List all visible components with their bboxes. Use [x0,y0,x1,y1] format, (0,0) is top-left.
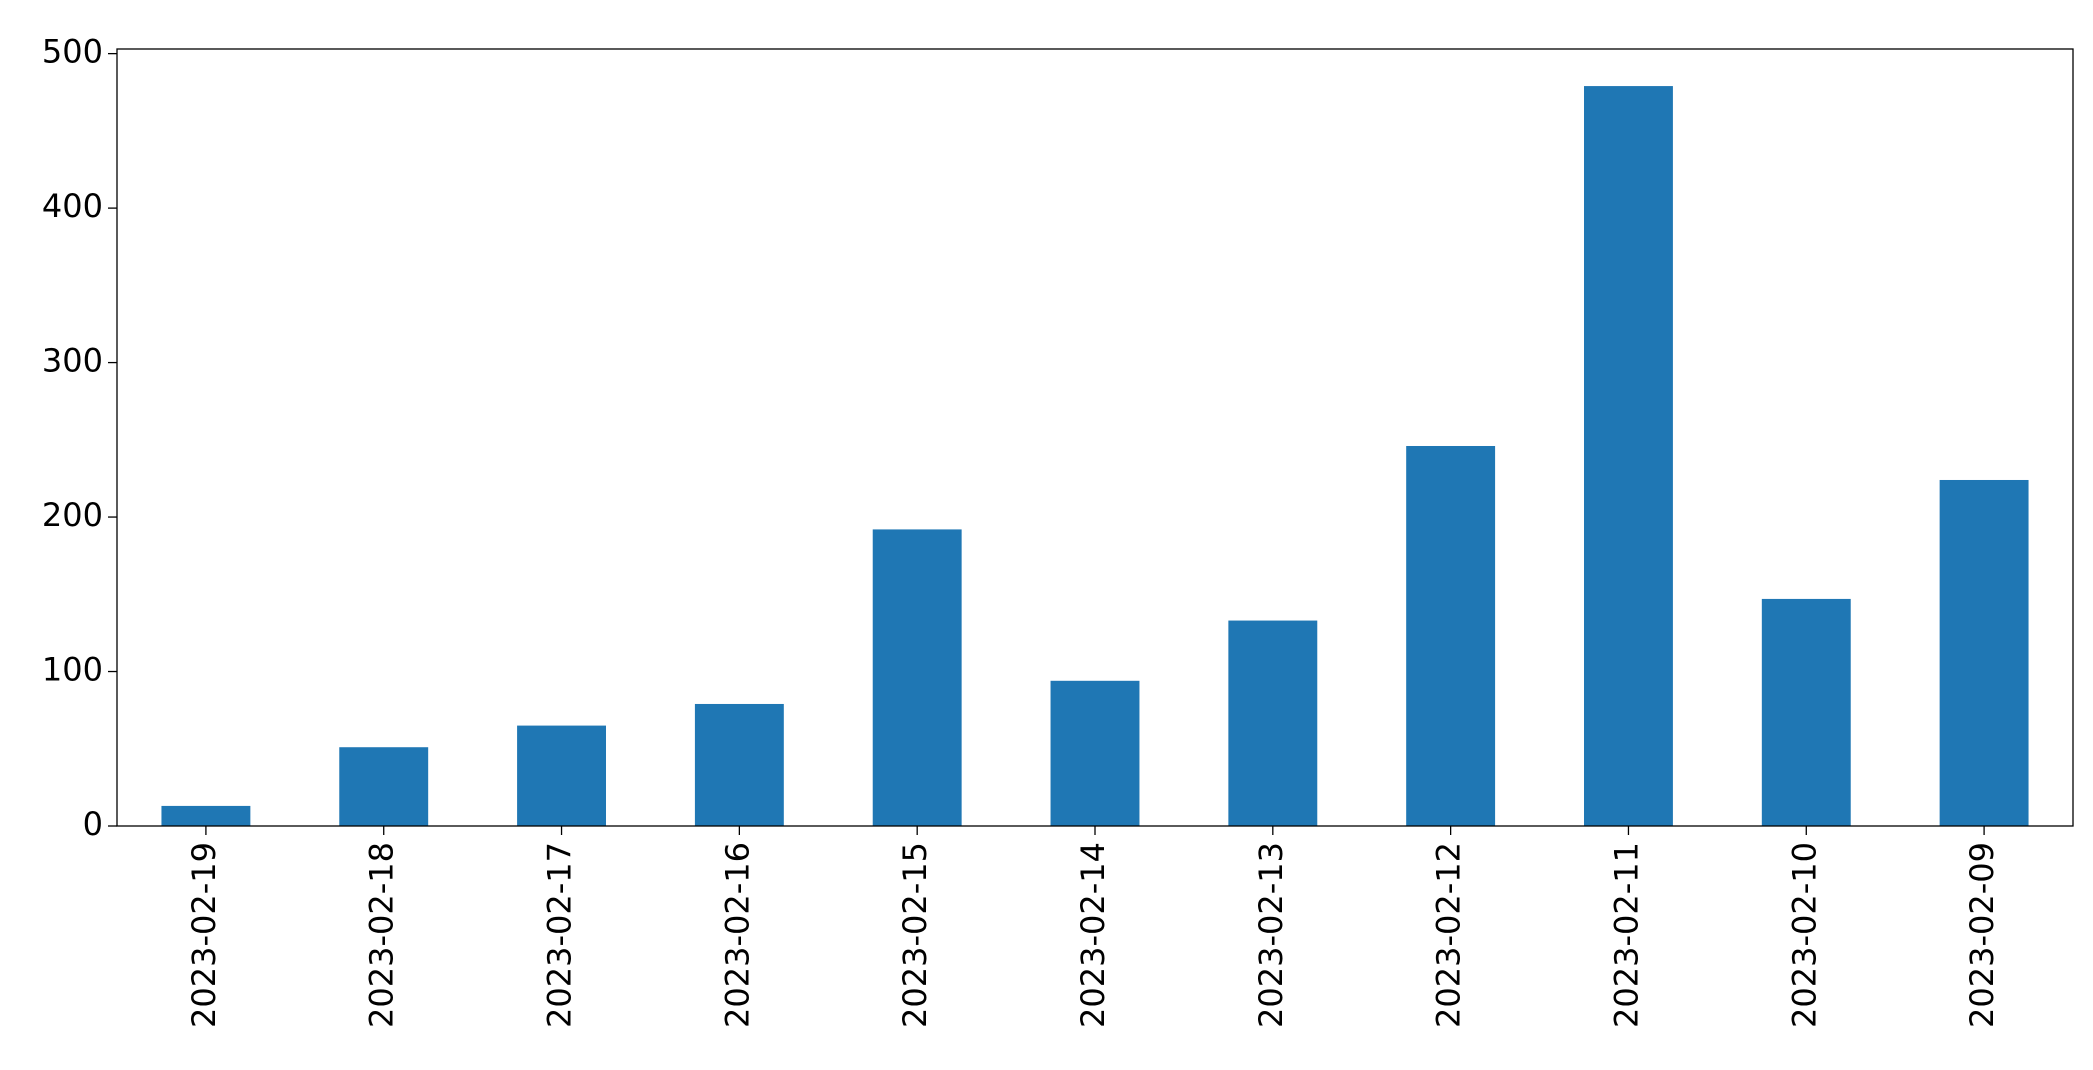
bar [517,725,606,826]
x-tick-label: 2023-02-14 [1074,842,1112,1028]
bar [1584,86,1673,827]
bar [1406,445,1496,826]
x-tick-label: 2023-02-18 [363,842,401,1028]
bar [161,805,251,826]
bar [1228,620,1318,826]
plot-frame [116,48,2074,827]
x-tick-label: 2023-02-16 [718,842,756,1028]
y-tick-label: 300 [42,342,103,380]
x-tick-label: 2023-02-10 [1785,842,1823,1028]
bar [339,747,429,826]
x-tick-label: 2023-02-19 [185,842,223,1028]
y-tick-label: 100 [42,651,103,689]
x-tick-label: 2023-02-13 [1252,842,1290,1028]
y-tick-label: 200 [42,496,103,534]
bar [694,703,784,826]
bar [1939,479,2029,826]
y-tick-label: 500 [42,33,103,71]
bar [1761,598,1851,826]
x-tick-label: 2023-02-17 [541,842,579,1028]
y-tick-label: 400 [42,187,103,225]
x-tick-label: 2023-02-15 [896,842,934,1028]
x-tick-label: 2023-02-09 [1963,842,2001,1028]
bar [1050,680,1140,826]
bar [872,529,962,826]
y-tick-label: 0 [83,805,103,843]
x-tick-label: 2023-02-12 [1430,842,1468,1028]
x-tick-label: 2023-02-11 [1607,842,1645,1028]
